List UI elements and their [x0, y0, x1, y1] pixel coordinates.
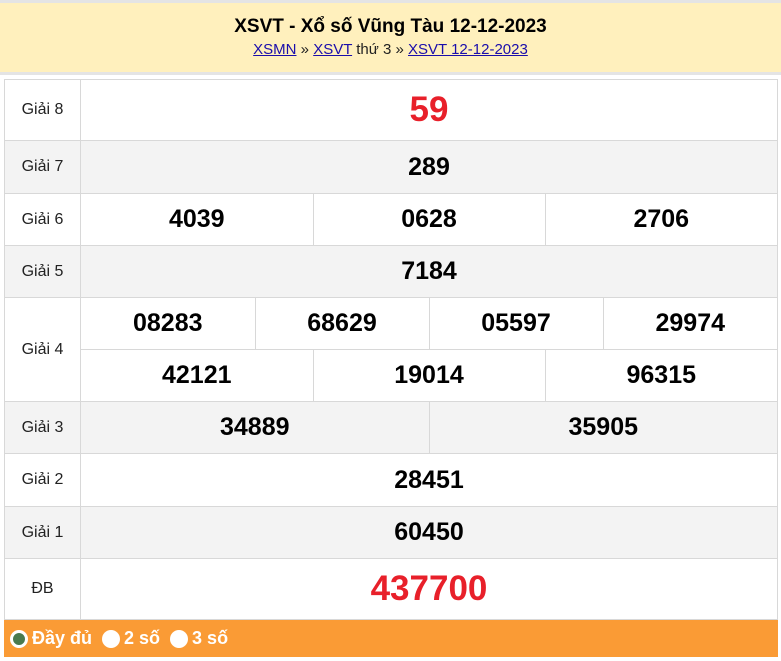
option-label: 2 số: [124, 628, 161, 648]
prize-value: 60450: [80, 506, 778, 559]
option-label: Đầy đủ: [32, 628, 93, 648]
top-border: [0, 0, 781, 3]
breadcrumb-sep: »: [395, 41, 404, 58]
option-full[interactable]: Đầy đủ: [10, 628, 92, 649]
prize-label: ĐB: [4, 558, 81, 620]
row-g5: Giải 5 7184: [4, 245, 778, 298]
divider: [0, 72, 781, 75]
display-options: Đầy đủ 2 số 3 số: [4, 620, 778, 657]
prize-value: 4039: [168, 205, 225, 233]
prize-value: 08283: [132, 309, 203, 337]
row-db: ĐB 437700: [4, 558, 778, 620]
row-g4: Giải 4 08283 68629 05597 29974 42121 190…: [4, 297, 778, 402]
row-g3: Giải 3 34889 35905: [4, 401, 778, 454]
row-g6: Giải 6 4039 0628 2706: [4, 193, 778, 246]
row-g1: Giải 1 60450: [4, 506, 778, 559]
prize-value: 59: [80, 79, 778, 141]
option-3-digits[interactable]: 3 số: [170, 628, 228, 649]
page-title: XSVT - Xổ số Vũng Tàu 12-12-2023: [234, 16, 547, 37]
row-g8: Giải 8 59: [4, 79, 778, 141]
breadcrumb-date[interactable]: XSVT 12-12-2023: [408, 41, 528, 58]
prize-label: Giải 5: [4, 245, 81, 298]
prize-value: 96315: [544, 349, 777, 401]
breadcrumb: XSMN » XSVT thứ 3 » XSVT 12-12-2023: [0, 41, 781, 58]
prize-label: Giải 1: [4, 506, 81, 559]
breadcrumb-xsvt[interactable]: XSVT: [313, 41, 353, 58]
prize-value: 68629: [254, 298, 429, 349]
breadcrumb-day: thứ 3: [356, 41, 392, 58]
prize-label: Giải 3: [4, 401, 81, 454]
prize-label: Giải 2: [4, 453, 81, 507]
prize-label: Giải 4: [4, 297, 81, 402]
breadcrumb-xsmn[interactable]: XSMN: [253, 41, 297, 58]
row-g7: Giải 7 289: [4, 140, 778, 194]
prize-label: Giải 8: [4, 79, 81, 141]
breadcrumb-sep: »: [300, 41, 310, 58]
prize-value: 42121: [161, 361, 232, 389]
prize-value: 35905: [428, 402, 777, 453]
special-prize-value: 437700: [80, 558, 778, 620]
prize-value: 2706: [544, 194, 777, 245]
radio-icon[interactable]: [102, 629, 121, 648]
prize-value: 05597: [428, 298, 603, 349]
page-header: XSVT - Xổ số Vũng Tàu 12-12-2023 XSMN » …: [0, 3, 781, 72]
prize-value: 34889: [81, 402, 429, 453]
prize-label: Giải 7: [4, 140, 81, 194]
radio-icon[interactable]: [170, 629, 189, 648]
radio-selected-icon[interactable]: [10, 629, 28, 648]
prize-value: 28451: [80, 453, 778, 507]
row-g2: Giải 2 28451: [4, 453, 778, 507]
option-2-digits[interactable]: 2 số: [102, 628, 160, 649]
prize-value: 29974: [602, 298, 777, 349]
option-label: 3 số: [192, 628, 229, 648]
results-table: Giải 8 59 Giải 7 289 Giải 6 4039 0628 2706…: [4, 79, 778, 620]
prize-value: 19014: [312, 349, 545, 401]
prize-value: 7184: [80, 245, 778, 298]
prize-value: 289: [80, 140, 778, 194]
prize-value: 0628: [312, 194, 545, 245]
prize-label: Giải 6: [4, 193, 81, 246]
